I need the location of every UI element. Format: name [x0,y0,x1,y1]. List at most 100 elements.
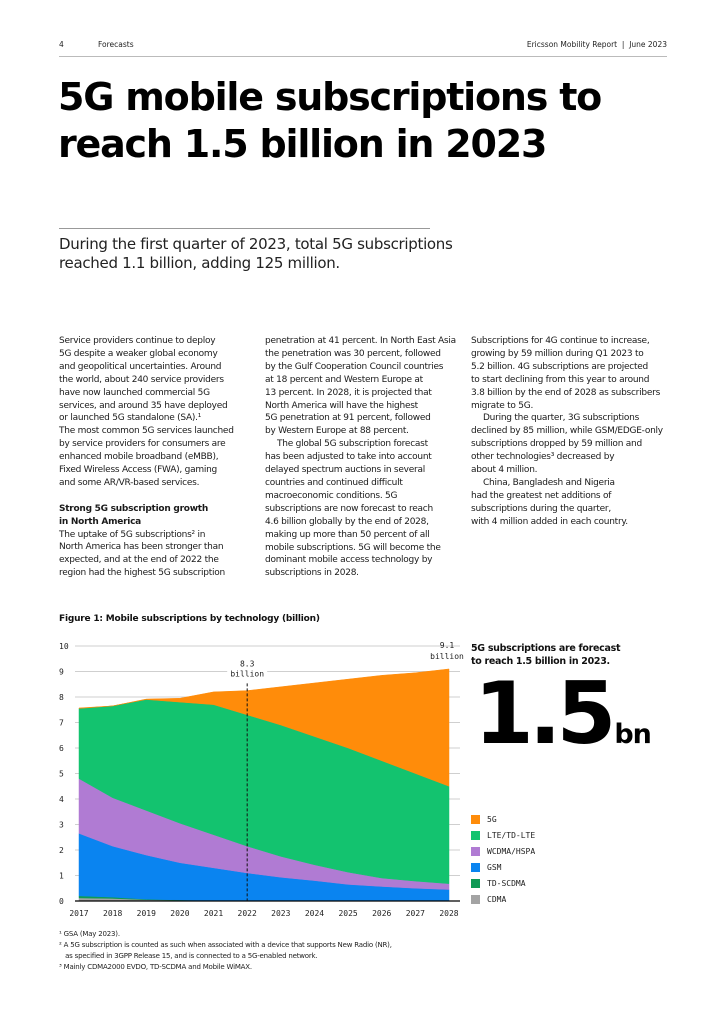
body-text-line: and some AR/VR-based services. [59,477,200,488]
body-text-line: or launched 5G standalone (SA).¹ [59,413,202,424]
y-tick-label: 7 [59,719,64,728]
legend-swatch [471,894,480,904]
title-line: 5G mobile subscriptions to [58,75,602,119]
y-tick-label: 1 [59,872,64,881]
footnote: ³ Mainly CDMA2000 EVDO, TD-SCDMA and Mob… [59,963,252,971]
footnote: as specified in 3GPP Release 15, and is … [59,952,318,960]
body-text-line: with 4 million added in each country. [471,516,628,527]
body-text-line: 4.6 billion globally by the end of 2028, [265,516,429,527]
body-text-line: has been adjusted to take into account [265,452,432,463]
y-tick-label: 9 [59,668,64,677]
x-tick-label: 2019 [137,909,156,918]
legend-item: CDMA [471,891,535,907]
annotation-background [227,657,268,680]
body-text-line: declined by 85 million, while GSM/EDGE-o… [471,426,663,437]
legend-swatch [471,814,480,824]
legend-label: CDMA [487,894,507,904]
body-text-line: migrate to 5G. [471,400,534,411]
x-tick-label: 2027 [406,909,425,918]
legend-swatch [471,846,480,856]
y-tick-label: 5 [59,770,64,779]
body-text-line: subscriptions dropped by 59 million and [471,439,642,450]
body-text-line: subscriptions during the quarter, [471,503,611,514]
body-text-line: expected, and at the end of 2022 the [59,555,219,566]
legend-item: WCDMA/HSPA [471,843,535,859]
legend-item: TD-SCDMA [471,875,535,891]
legend-item: 5G [471,811,535,827]
body-text-line: 5G despite a weaker global economy [59,348,218,359]
callout-line: 5G subscriptions are forecast [471,643,621,654]
body-text-line [59,490,264,503]
page-number: 4 [59,40,64,49]
body-text-line: The uptake of 5G subscriptions² in [59,529,206,540]
callout-line: to reach 1.5 billion in 2023. [471,656,610,667]
body-text-line: at 18 percent and Western Europe at [265,374,423,385]
x-tick-label: 2026 [372,909,391,918]
legend-label: WCDMA/HSPA [487,846,536,856]
x-tick-label: 2028 [439,909,458,918]
body-text-line: 5G penetration at 91 percent, followed [265,413,431,424]
x-tick-label: 2024 [305,909,324,918]
body-text-line: dominant mobile access technology by [265,555,433,566]
text-column-3: Subscriptions for 4G continue to increas… [471,335,676,529]
big-number: 1.5 bn [474,664,652,764]
title-line: reach 1.5 billion in 2023 [58,122,547,166]
body-text-line: the penetration was 30 percent, followed [265,348,441,359]
body-text-line: by Western Europe at 88 percent. [265,426,409,437]
body-text-line: by service providers for consumers are [59,439,226,450]
legend-label: 5G [487,814,497,824]
body-text-line: 3.8 billion by the end of 2028 as subscr… [471,387,661,398]
y-tick-label: 4 [59,795,64,804]
body-text-line: Fixed Wireless Access (FWA), gaming [59,465,218,476]
body-text-line: macroeconomic conditions. 5G [265,490,398,501]
y-tick-label: 3 [59,821,64,830]
x-tick-label: 2021 [204,909,223,918]
section-name: Forecasts [98,40,134,49]
body-text-line: making up more than 50 percent of all [265,529,430,540]
header-divider [59,56,667,57]
body-text-line: 5.2 billion. 4G subscriptions are projec… [471,361,648,372]
footnotes: ¹ GSA (May 2023). ² A 5G subscription is… [59,929,392,973]
chart-legend: 5G LTE/TD-LTE WCDMA/HSPA GSM TD-SCDMA CDMA [471,811,535,907]
body-text-line: penetration at 41 percent. In North East… [265,336,456,346]
x-tick-label: 2025 [338,909,357,918]
text-column-1: Service providers continue to deploy 5G d… [59,335,264,580]
legend-label: GSM [487,862,502,872]
body-text-line: and geopolitical uncertainties. Around [59,361,222,372]
subtitle-line: During the first quarter of 2023, total … [59,235,453,253]
big-number-value: 1.5 [474,664,616,764]
subheading-line: in North America [59,516,142,527]
footnote: ² A 5G subscription is counted as such w… [59,941,392,949]
big-number-unit: bn [614,719,652,750]
legend-item: LTE/TD-LTE [471,827,535,843]
annotation-value: 8.3 [240,659,255,668]
x-tick-label: 2020 [170,909,189,918]
legend-swatch [471,878,480,888]
callout-text: 5G subscriptions are forecast to reach 1… [471,642,620,668]
body-text-line: North America will have the highest [265,400,418,411]
footnote: ¹ GSA (May 2023). [59,930,120,938]
body-text-line: During the quarter, 3G subscriptions [483,413,640,424]
body-text-line: Service providers continue to deploy [59,336,216,346]
subtitle-divider [59,228,430,229]
body-text-line: countries and continued difficult [265,477,403,488]
x-tick-label: 2017 [69,909,88,918]
x-tick-label: 2018 [103,909,122,918]
y-tick-label: 2 [59,846,64,855]
body-text-line: by the Gulf Cooperation Council countrie… [265,361,444,372]
x-tick-label: 2023 [271,909,290,918]
body-text-line: Subscriptions for 4G continue to increas… [471,336,650,346]
body-text-line: 13 percent. In 2028, it is projected tha… [265,387,432,398]
body-text-line: about 4 million. [471,465,538,476]
area-5g [78,668,450,787]
body-text-line: China, Bangladesh and Nigeria [483,477,615,488]
body-text-line: services, and around 35 have deployed [59,400,228,411]
stacked-area-chart: 0 1 2 3 4 5 6 7 8 9 10 2017 2018 2019 2020 2021 2022 2023… [59,641,464,918]
body-text-line: enhanced mobile broadband (eMBB), [59,452,219,463]
y-tick-label: 6 [59,744,64,753]
y-tick-label: 8 [59,693,64,702]
legend-swatch [471,830,480,840]
legend-label: TD-SCDMA [487,878,526,888]
body-text-line: subscriptions are now forecast to reach [265,503,433,514]
subheading-line: Strong 5G subscription growth [59,503,208,514]
